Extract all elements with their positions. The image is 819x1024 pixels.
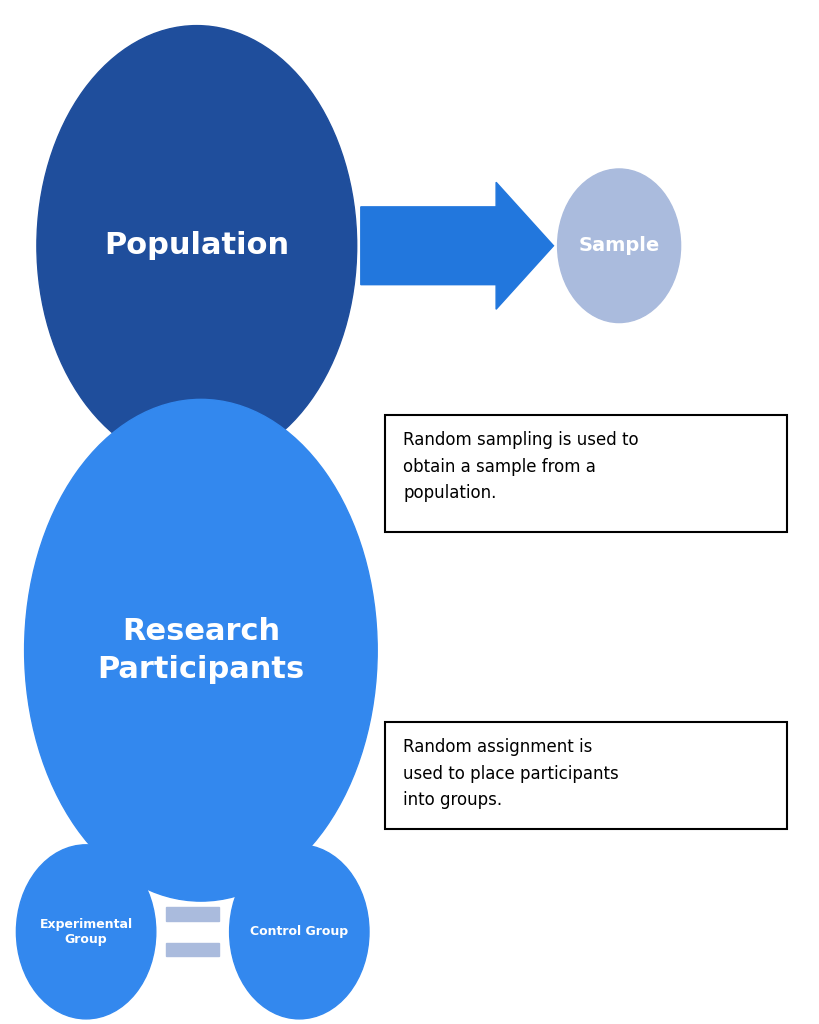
Ellipse shape — [25, 399, 377, 901]
Bar — [165, 943, 219, 956]
Text: Experimental
Group: Experimental Group — [39, 918, 133, 946]
Circle shape — [557, 169, 680, 323]
FancyBboxPatch shape — [385, 415, 786, 532]
Text: Research
Participants: Research Participants — [97, 616, 304, 684]
Text: Sample: Sample — [577, 237, 659, 255]
FancyBboxPatch shape — [385, 722, 786, 829]
Text: Random assignment is
used to place participants
into groups.: Random assignment is used to place parti… — [403, 738, 618, 809]
Text: Random sampling is used to
obtain a sample from a
population.: Random sampling is used to obtain a samp… — [403, 431, 638, 502]
Text: Control Group: Control Group — [250, 926, 348, 938]
Circle shape — [229, 845, 369, 1019]
Ellipse shape — [37, 26, 356, 466]
Bar — [165, 907, 219, 921]
Circle shape — [16, 845, 156, 1019]
Polygon shape — [360, 182, 553, 309]
Text: Population: Population — [104, 231, 289, 260]
